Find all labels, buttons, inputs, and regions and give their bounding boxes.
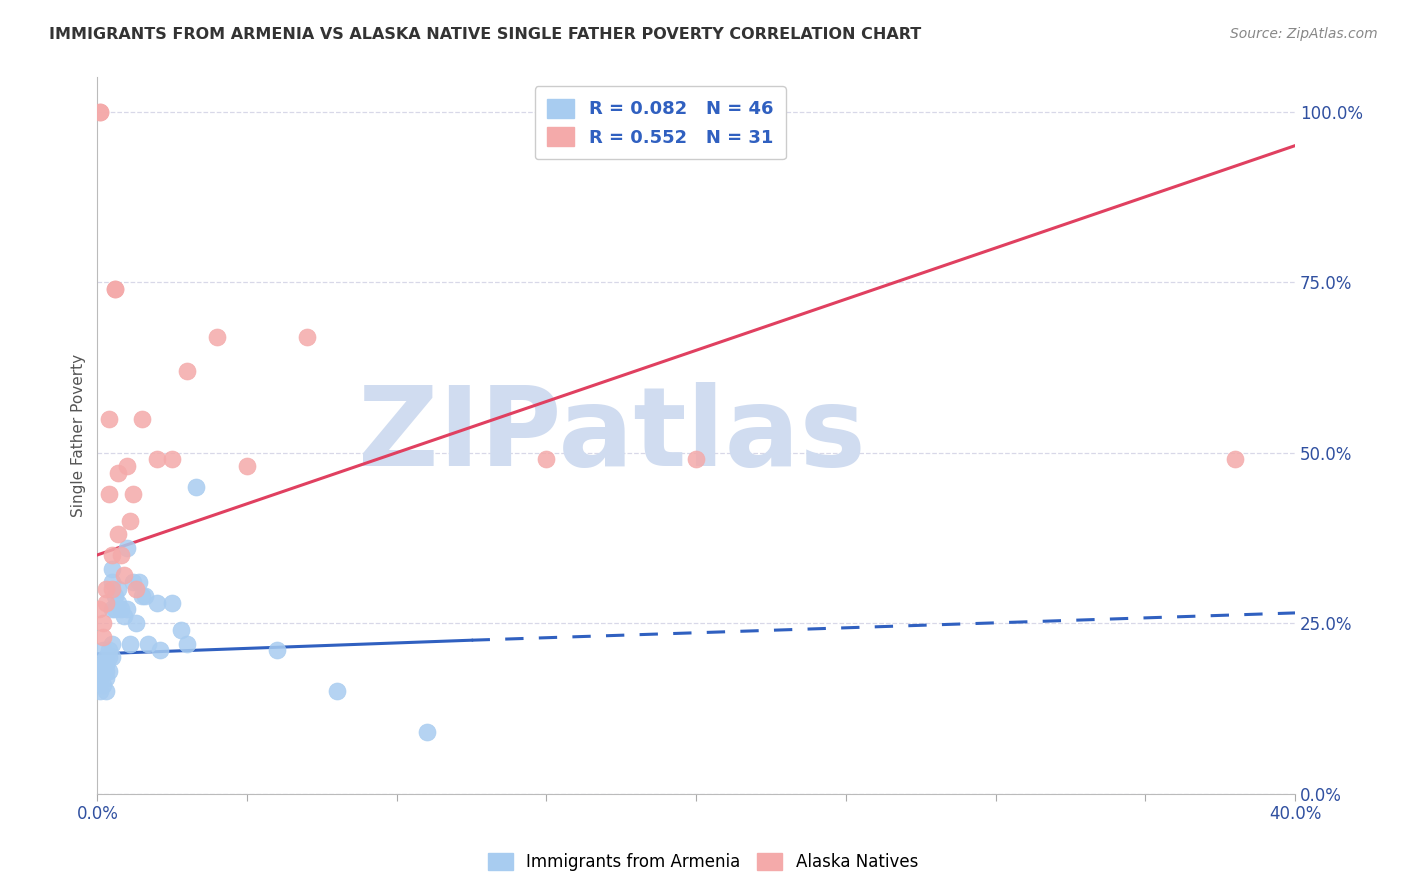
Point xyxy=(176,364,198,378)
Point xyxy=(98,650,121,665)
Point xyxy=(205,329,228,343)
Point xyxy=(160,452,183,467)
Point xyxy=(176,637,198,651)
Point xyxy=(101,650,124,665)
Point xyxy=(136,637,159,651)
Text: IMMIGRANTS FROM ARMENIA VS ALASKA NATIVE SINGLE FATHER POVERTY CORRELATION CHART: IMMIGRANTS FROM ARMENIA VS ALASKA NATIVE… xyxy=(49,27,921,42)
Point xyxy=(89,104,111,119)
Point xyxy=(96,657,118,671)
Point xyxy=(101,602,124,616)
Point xyxy=(122,486,145,500)
Point xyxy=(104,282,127,296)
Point xyxy=(96,657,118,671)
Point xyxy=(96,596,118,610)
Point xyxy=(295,329,318,343)
Point xyxy=(89,104,111,119)
Point xyxy=(128,575,150,590)
Legend: R = 0.082   N = 46, R = 0.552   N = 31: R = 0.082 N = 46, R = 0.552 N = 31 xyxy=(534,87,786,160)
Point xyxy=(134,589,156,603)
Point xyxy=(101,637,124,651)
Point xyxy=(125,582,148,596)
Point xyxy=(101,561,124,575)
Point xyxy=(266,643,288,657)
Point xyxy=(117,459,139,474)
Point xyxy=(87,657,110,671)
Point xyxy=(160,596,183,610)
Point xyxy=(91,677,114,691)
Point xyxy=(326,684,349,698)
Point xyxy=(117,602,139,616)
Point xyxy=(96,650,118,665)
Point xyxy=(96,671,118,685)
Point xyxy=(98,643,121,657)
Point xyxy=(98,664,121,678)
Point xyxy=(131,589,153,603)
Point xyxy=(91,643,114,657)
Point xyxy=(236,459,259,474)
Point xyxy=(101,548,124,562)
Point xyxy=(120,514,142,528)
Point xyxy=(96,582,118,596)
Point xyxy=(107,582,129,596)
Point xyxy=(96,664,118,678)
Point xyxy=(112,568,135,582)
Point xyxy=(91,664,114,678)
Point xyxy=(89,684,111,698)
Point xyxy=(104,602,127,616)
Point xyxy=(1223,452,1246,467)
Y-axis label: Single Father Poverty: Single Father Poverty xyxy=(72,354,86,517)
Point xyxy=(415,725,437,739)
Point xyxy=(91,657,114,671)
Point xyxy=(91,630,114,644)
Point xyxy=(96,684,118,698)
Point xyxy=(107,527,129,541)
Point xyxy=(685,452,707,467)
Text: ZIPatlas: ZIPatlas xyxy=(359,382,866,489)
Point xyxy=(104,282,127,296)
Point xyxy=(125,616,148,631)
Point xyxy=(131,411,153,425)
Point xyxy=(101,575,124,590)
Point xyxy=(101,582,124,596)
Point xyxy=(536,452,558,467)
Point xyxy=(107,466,129,480)
Text: Source: ZipAtlas.com: Source: ZipAtlas.com xyxy=(1230,27,1378,41)
Point xyxy=(89,664,111,678)
Point xyxy=(104,589,127,603)
Point xyxy=(120,637,142,651)
Point xyxy=(146,452,169,467)
Point xyxy=(110,548,132,562)
Point xyxy=(98,486,121,500)
Point xyxy=(122,575,145,590)
Point xyxy=(107,596,129,610)
Point xyxy=(117,541,139,555)
Point xyxy=(91,616,114,631)
Point xyxy=(149,643,172,657)
Point xyxy=(110,602,132,616)
Point xyxy=(87,602,110,616)
Point xyxy=(186,480,208,494)
Legend: Immigrants from Armenia, Alaska Natives: Immigrants from Armenia, Alaska Natives xyxy=(479,845,927,880)
Point xyxy=(112,609,135,624)
Point xyxy=(89,671,111,685)
Point xyxy=(170,623,193,637)
Point xyxy=(98,411,121,425)
Point xyxy=(146,596,169,610)
